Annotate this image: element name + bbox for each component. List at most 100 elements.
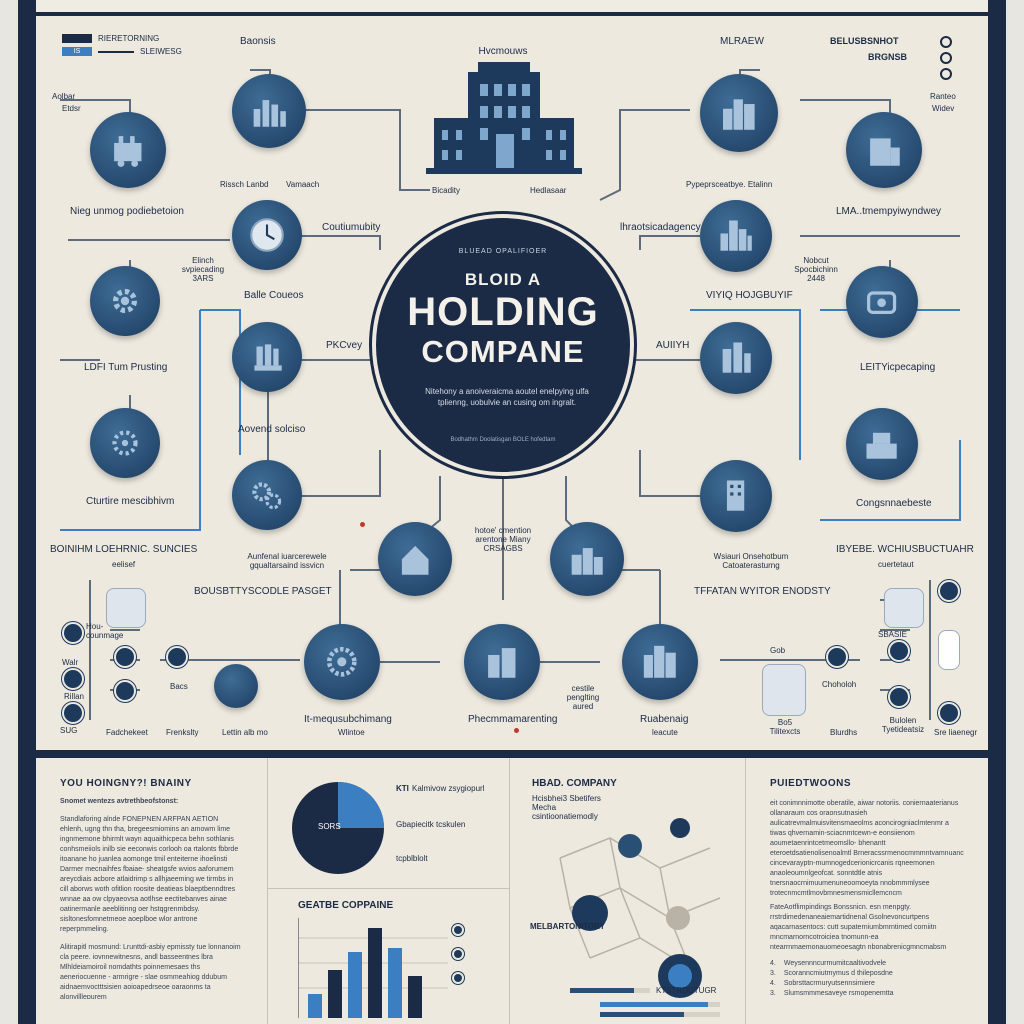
header-building: Hvcmouws xyxy=(478,46,528,57)
legend-label-1: RIERETORNING xyxy=(98,34,160,43)
node-machinery-icon xyxy=(90,112,166,188)
label-le: Lettin alb mo xyxy=(222,728,268,737)
camera-icon xyxy=(888,686,910,708)
label-vh: VIYIQ HOJGBUYIF xyxy=(706,290,793,301)
progress-bar-3 xyxy=(600,1012,720,1017)
network-title: HBAD. COMPANY xyxy=(532,778,617,789)
panel-overview-body: Standlaforing alnde FONEPNEN ARFPAN AETI… xyxy=(60,816,239,933)
label-bb: Bo5 Tilitexcts xyxy=(769,718,801,736)
network-node-hub xyxy=(666,906,690,930)
engine-icon xyxy=(867,291,897,315)
circle-badge-icon xyxy=(940,36,952,48)
headquarters-building-icon xyxy=(426,62,582,174)
label-ru: Ruabenaig xyxy=(640,714,689,725)
pie-slice-accent xyxy=(338,782,384,828)
top-right-sub: BRGNSB xyxy=(868,52,908,62)
list-item: 3. Scoranncmiutmymus d thileposdne xyxy=(770,970,893,977)
node-cog-icon xyxy=(90,408,160,478)
node-district-icon xyxy=(550,522,624,596)
list-item: 3. Slumsmmmesaveye rsmopenemtta xyxy=(770,990,894,997)
bar-chart xyxy=(298,918,448,1018)
panel-details-sub: FateAotflimpindings Bonssnicn. esn menpg… xyxy=(770,904,947,951)
label-fa: Fadchekeet xyxy=(106,728,148,737)
legend-dot-icon xyxy=(452,924,464,936)
label-ld: LDFI Tum Prusting xyxy=(84,362,168,373)
node-highrise-icon xyxy=(700,460,772,532)
label-hn: hotoe' cmention arentone Miany CRSAGBS xyxy=(474,526,532,553)
pie-label: SORS xyxy=(318,822,341,831)
progress-bar-2 xyxy=(600,1002,720,1007)
chevron-down-icon xyxy=(62,702,84,724)
bar-4 xyxy=(368,928,382,1018)
panel-overview-subtitle: Snomet wentezs avtrethbeofstonst: xyxy=(60,798,179,805)
campus-icon xyxy=(866,433,898,460)
panel-divider xyxy=(268,888,510,889)
cog-icon xyxy=(112,430,138,456)
center-description: Nitehony a anoiveraicma aoutel enelpying… xyxy=(425,387,589,407)
node-retail-icon xyxy=(622,624,698,700)
node-house-icon xyxy=(378,522,452,596)
label-rs2: Widev xyxy=(932,104,955,113)
central-title-circle: BLUEAD OPALIFIOER BLOID A HOLDING COMPAN… xyxy=(369,211,637,479)
label-cha: Choholoh xyxy=(822,680,857,689)
gear-icon xyxy=(112,288,138,314)
label-bi: BOINIHM LOEHRNIC. SUNCIES xyxy=(50,544,198,555)
bar-3 xyxy=(348,952,362,1018)
label-bs1: Rissch Lanbd xyxy=(220,180,269,189)
label-pm: Phecmmamarenting xyxy=(468,714,558,725)
marker-dot xyxy=(514,728,519,733)
header-right: MLRAEW xyxy=(720,36,764,47)
label-bc: Balle Coueos xyxy=(244,290,304,301)
center-title-line1: HOLDING xyxy=(407,290,599,334)
people-icon xyxy=(62,668,84,690)
label-hedlasaar: Hedlasaar xyxy=(530,186,567,195)
panel-charts: SORS KTI Kalmivow zsygiopurl Gbapiecitk … xyxy=(268,758,510,1024)
label-blu: Blurdhs xyxy=(830,728,858,737)
bar-1 xyxy=(308,994,322,1018)
node-city-icon xyxy=(700,74,778,152)
label-co: Congsnnaebeste xyxy=(856,498,932,509)
node-office-icon xyxy=(846,112,922,188)
tech-gear-icon xyxy=(327,647,357,677)
label-sub-e: eelisef xyxy=(112,560,136,569)
bar-6 xyxy=(408,976,422,1018)
label-au: AUIIYH xyxy=(656,340,690,351)
label-sre: Sre liaenegr xyxy=(934,728,978,737)
node-campus-icon xyxy=(846,408,918,480)
label-le3: LEITYicpecaping xyxy=(860,362,936,373)
label-ia: lhraotsicadagency xyxy=(620,222,701,233)
label-lm: LMA..tmempyiwyndwey xyxy=(836,206,942,217)
label-bicadity: Bicadity xyxy=(432,186,461,195)
legend-kti: KTI xyxy=(396,784,409,793)
panel-details-title: PUIEDTWOONS xyxy=(770,778,852,789)
panel-overview-body2: Alitirapitl mosmund: Lrunttdi-asbiy epmi… xyxy=(60,944,241,999)
node-factory-icon xyxy=(232,74,306,148)
node-gear-icon xyxy=(90,266,160,336)
label-tf: TFFATAN WYITOR ENODSTY xyxy=(694,586,831,597)
settings-icon xyxy=(938,702,960,724)
network-node-icon xyxy=(618,834,642,858)
legend-tag: IS xyxy=(62,47,92,56)
legend-line xyxy=(98,50,134,53)
legend-dot-icon xyxy=(452,972,464,984)
label-wh: Wsiauri Onsehotbum Catoaterasturng xyxy=(713,552,789,570)
top-right-title: BELUSBSNHOT xyxy=(830,36,899,46)
panel-overview: YOU HOINGNY?! BNAINY Snomet wentezs avtr… xyxy=(36,758,268,1024)
node-pharma-icon xyxy=(464,624,540,700)
list-item: 4. Weysennncurmumitcaaltivodvele xyxy=(770,960,887,967)
label-bo: BOUSBTTYSCODLE PASGET xyxy=(194,586,332,597)
label-wind: Wlintoe xyxy=(338,728,365,737)
office-building-icon xyxy=(870,138,900,166)
label-sbs: SBASIE xyxy=(878,630,907,639)
list-item: 4. Sobrsttacrmuryutsennsimiere xyxy=(770,980,875,987)
label-gob: Gob xyxy=(770,646,786,655)
marker-dot xyxy=(360,522,365,527)
center-title-line2: COMPANE xyxy=(421,334,585,369)
globe-icon xyxy=(114,646,136,668)
hand-coins-icon xyxy=(254,344,282,371)
label-bas: Bacs xyxy=(170,682,188,691)
legend-swatch-navy xyxy=(62,34,92,43)
bar-2 xyxy=(328,970,342,1018)
bar-chart-title: GEATBE COPPAINE xyxy=(298,900,394,911)
panel-overview-title: YOU HOINGNY?! BNAINY xyxy=(60,778,192,789)
